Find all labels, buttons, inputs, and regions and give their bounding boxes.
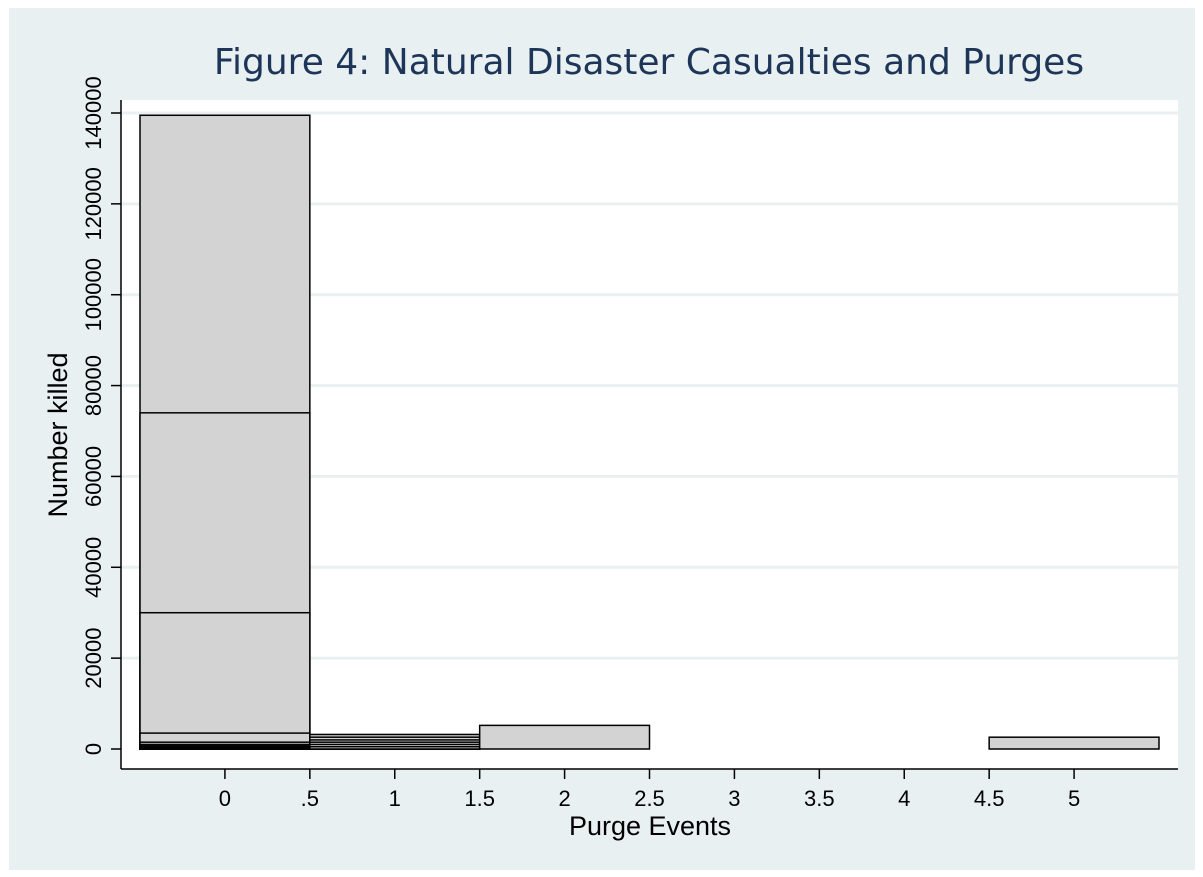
chart-title: Figure 4: Natural Disaster Casualties an… [214,42,1084,83]
y-tick-label: 60000 [81,446,106,507]
x-tick-label: 4 [898,786,910,811]
bars [139,114,1160,750]
x-tick-label: 4.5 [974,786,1005,811]
x-axis-label: Purge Events [569,811,731,841]
x-tick-label: 0 [219,786,231,811]
y-tick-label: 120000 [81,167,106,240]
y-axis-label: Number killed [43,352,73,517]
bar [139,611,311,750]
x-tick-label: 1.5 [464,786,495,811]
bar [478,724,651,750]
x-tick-label: 2.5 [634,786,665,811]
x-tick-label: 3 [728,786,740,811]
y-tick-label: 20000 [81,628,106,689]
x-tick-label: 1 [389,786,401,811]
x-tick-label: 5 [1068,786,1080,811]
x-ticks: 0 .5 1 1.5 2 2.5 3 3.5 4 4.5 5 [219,769,1080,811]
x-tick-label: 3.5 [804,786,835,811]
bar [988,736,1160,750]
bar [309,745,481,750]
y-tick-label: 0 [81,743,106,755]
y-tick-label: 100000 [81,258,106,331]
chart-svg: 0 .5 1 1.5 2 2.5 3 3.5 4 4.5 5 0 20000 40000 60000 800… [43,42,1178,841]
bar [139,747,311,750]
y-tick-label: 80000 [81,355,106,416]
y-tick-label: 40000 [81,537,106,598]
x-tick-label: 2 [558,786,570,811]
y-tick-label: 140000 [81,76,106,149]
x-tick-label: .5 [301,786,319,811]
y-ticks: 0 20000 40000 60000 80000 100000 120000 140000 [81,76,121,755]
chart-figure: 0 .5 1 1.5 2 2.5 3 3.5 4 4.5 5 0 20000 40000 60000 800… [9,8,1195,870]
